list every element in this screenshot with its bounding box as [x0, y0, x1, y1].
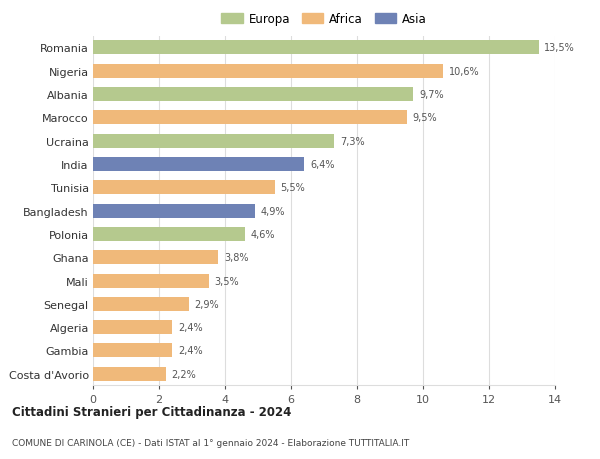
Text: 9,5%: 9,5%: [412, 113, 437, 123]
Text: 3,5%: 3,5%: [214, 276, 239, 286]
Text: 4,6%: 4,6%: [251, 230, 275, 240]
Text: 4,9%: 4,9%: [260, 206, 285, 216]
Text: 10,6%: 10,6%: [449, 67, 479, 77]
Text: Cittadini Stranieri per Cittadinanza - 2024: Cittadini Stranieri per Cittadinanza - 2…: [12, 405, 292, 419]
Text: 2,4%: 2,4%: [178, 346, 203, 356]
Bar: [93, 297, 188, 311]
Text: 3,8%: 3,8%: [224, 252, 249, 263]
Text: 2,2%: 2,2%: [172, 369, 196, 379]
Bar: [93, 274, 209, 288]
Bar: [93, 88, 413, 102]
Text: 2,9%: 2,9%: [194, 299, 219, 309]
Bar: [93, 227, 245, 241]
Text: 5,5%: 5,5%: [280, 183, 305, 193]
Bar: [93, 65, 443, 78]
Bar: [93, 157, 304, 172]
Bar: [93, 344, 172, 358]
Bar: [93, 134, 334, 148]
Bar: [93, 367, 166, 381]
Bar: [93, 251, 218, 265]
Bar: [93, 41, 539, 56]
Legend: Europa, Africa, Asia: Europa, Africa, Asia: [218, 10, 430, 29]
Bar: [93, 181, 275, 195]
Bar: [93, 111, 407, 125]
Text: 13,5%: 13,5%: [544, 43, 575, 53]
Bar: [93, 320, 172, 335]
Text: COMUNE DI CARINOLA (CE) - Dati ISTAT al 1° gennaio 2024 - Elaborazione TUTTITALI: COMUNE DI CARINOLA (CE) - Dati ISTAT al …: [12, 438, 409, 447]
Text: 6,4%: 6,4%: [310, 160, 335, 170]
Text: 9,7%: 9,7%: [419, 90, 443, 100]
Bar: [93, 204, 255, 218]
Text: 7,3%: 7,3%: [340, 136, 364, 146]
Text: 2,4%: 2,4%: [178, 322, 203, 332]
